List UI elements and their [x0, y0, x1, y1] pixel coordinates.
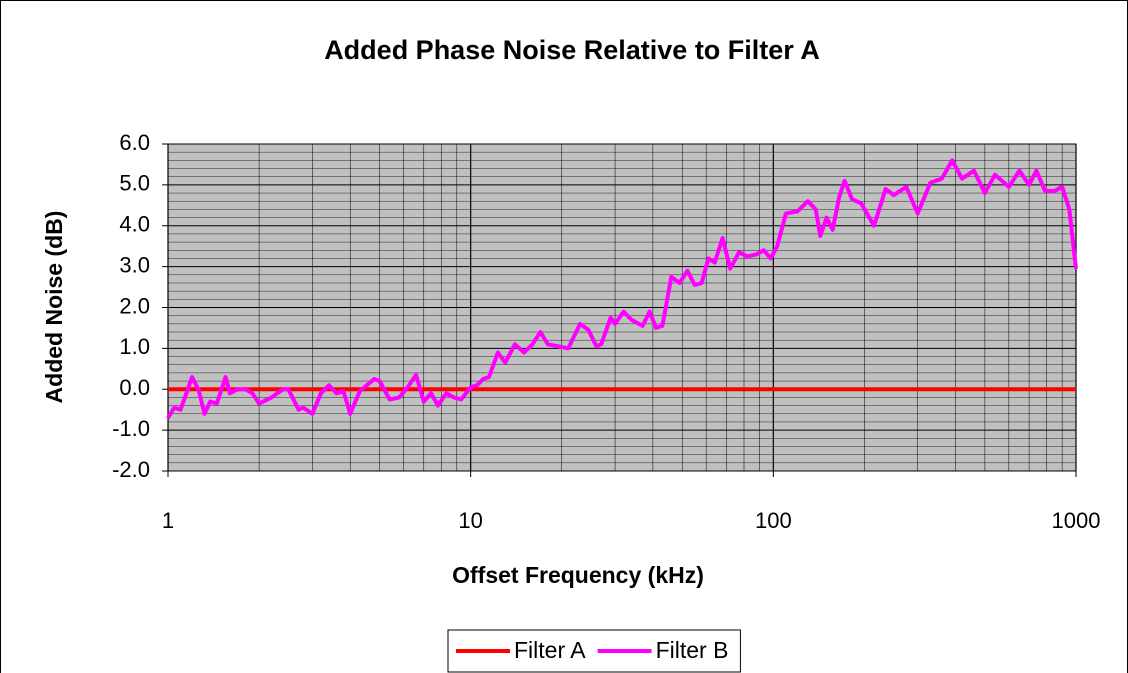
y-tick-label: 5.0 — [119, 171, 150, 196]
y-tick-label: 2.0 — [119, 293, 150, 318]
x-tick-label: 1 — [162, 508, 174, 533]
y-axis-label: Added Noise (dB) — [41, 211, 67, 404]
x-tick-label: 10 — [458, 508, 482, 533]
legend-label: Filter A — [514, 637, 586, 663]
y-tick-label: 0.0 — [119, 375, 150, 400]
y-tick-label: -2.0 — [112, 457, 150, 482]
legend-label: Filter B — [656, 637, 729, 663]
x-tick-label: 1000 — [1052, 508, 1101, 533]
x-axis-label: Offset Frequency (kHz) — [452, 562, 704, 588]
y-tick-label: 6.0 — [119, 130, 150, 155]
y-tick-label: 3.0 — [119, 252, 150, 277]
series-line — [166, 158, 1078, 419]
legend: Filter A Filter B — [447, 629, 741, 673]
y-tick-label: 1.0 — [119, 334, 150, 359]
chart-title: Added Phase Noise Relative to Filter A — [324, 35, 820, 65]
x-tick-label: 100 — [755, 508, 792, 533]
plot-frame — [167, 143, 1077, 472]
y-tick-label: -1.0 — [112, 416, 150, 441]
y-tick-label: 4.0 — [119, 212, 150, 237]
